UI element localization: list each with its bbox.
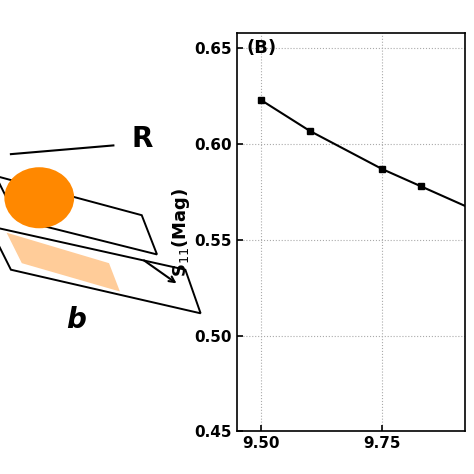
Text: (B): (B) — [246, 39, 276, 57]
Polygon shape — [0, 226, 201, 313]
Polygon shape — [7, 233, 120, 292]
Text: R: R — [131, 125, 153, 153]
Polygon shape — [0, 176, 157, 255]
Text: b: b — [66, 306, 86, 334]
Ellipse shape — [4, 167, 74, 228]
Y-axis label: S$_{11}$(Mag): S$_{11}$(Mag) — [170, 187, 192, 277]
